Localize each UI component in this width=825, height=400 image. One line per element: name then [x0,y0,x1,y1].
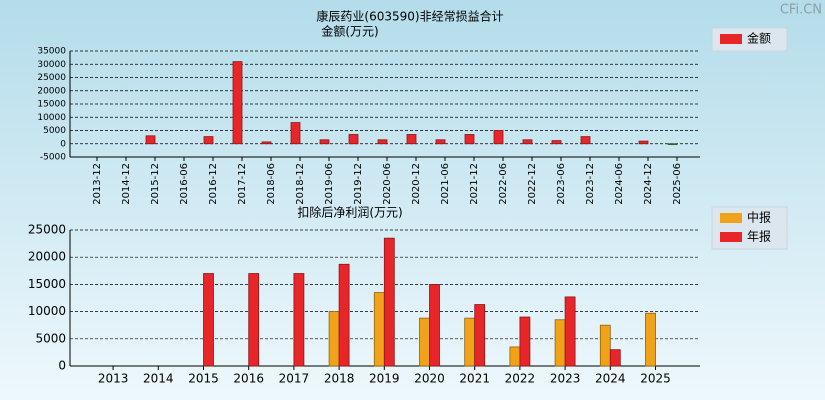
x-tick-label: 2016-12 [208,163,219,205]
y-tick-label: 35000 [37,47,66,57]
bar [509,346,521,367]
bar [435,139,446,145]
bar [406,134,417,145]
x-tick-label: 2015 [188,372,219,386]
chart-title: 扣除后净利润(万元) [297,205,402,220]
legend-swatch [720,232,742,242]
bar [373,292,385,367]
bar [522,139,533,145]
x-tick-label: 2017 [279,372,310,386]
x-tick-label: 2023-12 [585,163,596,205]
bar [232,61,243,145]
legend-swatch [720,213,742,223]
x-tick-label: 2020 [414,372,445,386]
bar [383,237,395,367]
bar [519,316,531,367]
x-tick-label: 2023-06 [556,163,567,205]
bar [667,143,678,145]
y-tick-label: 0 [60,139,66,149]
bar [203,273,214,367]
y-tick-label: 30000 [37,60,66,70]
bar [554,319,566,367]
legend-label: 年报 [747,229,771,244]
bar [319,139,330,145]
x-tick-label: 2020-12 [411,163,422,205]
x-tick-label: 2024-06 [614,163,625,205]
x-tick-label: 2019 [369,372,400,386]
chart-subtitle: 金额(万元) [321,24,378,39]
bar [348,134,359,145]
y-tick-label: 20000 [28,250,66,264]
bar [638,140,649,145]
y-tick-label: 10000 [28,304,66,318]
bar [609,349,621,367]
x-tick-label: 2015-12 [150,163,161,205]
x-tick-label: 2017-12 [237,163,248,205]
x-tick-label: 2021-06 [440,163,451,205]
bar [377,139,388,145]
x-tick-label: 2013 [98,372,129,386]
bar [645,312,656,367]
y-tick-label: 15000 [37,100,66,110]
bar [464,317,476,367]
bar [328,311,340,367]
y-tick-label: 25000 [37,73,66,83]
y-tick-label: 5000 [43,126,66,136]
bar [580,136,591,145]
x-tick-label: 2022 [505,372,536,386]
bar [493,130,504,145]
y-tick-label: 0 [58,359,66,373]
y-tick-label: 15000 [28,277,66,291]
x-tick-label: 2018 [324,372,355,386]
x-tick-label: 2016-06 [179,163,190,205]
bar [429,283,440,367]
legend-label: 金额 [747,31,771,46]
x-tick-label: 2013-12 [92,163,103,205]
bar [564,296,576,367]
bar [464,134,475,145]
x-tick-label: 2020-06 [382,163,393,205]
y-tick-label: 5000 [35,331,66,345]
y-tick-label: 25000 [28,223,66,237]
x-tick-label: 2021-12 [469,163,480,205]
x-tick-label: 2014-12 [121,163,132,205]
legend-swatch [720,34,742,44]
bar [419,317,430,367]
x-tick-label: 2024-12 [643,163,654,205]
y-tick-label: 10000 [37,113,66,123]
x-tick-label: 2014 [143,372,174,386]
y-tick-label: -5000 [40,153,66,163]
bar [203,136,214,145]
chart-title: 康辰药业(603590)非经常损益合计 [316,9,503,24]
x-tick-label: 2022-06 [498,163,509,205]
watermark: CFi.CN [780,3,822,18]
bar [261,141,272,145]
bar [338,263,350,367]
bar [599,324,611,367]
x-tick-label: 2018-12 [295,163,306,205]
legend-label: 中报 [747,210,771,225]
x-tick-label: 2016 [233,372,264,386]
x-tick-label: 2023 [550,372,581,386]
x-tick-label: 2025 [640,372,671,386]
bar [145,135,156,145]
bar [551,140,562,145]
x-tick-label: 2018-06 [266,163,277,205]
legend-box [711,27,788,52]
bar [293,273,305,367]
x-tick-label: 2024 [595,372,626,386]
bar [474,304,486,367]
bar [290,122,301,145]
x-tick-label: 2022-12 [527,163,538,205]
x-tick-label: 2019-06 [324,163,335,205]
x-tick-label: 2025-06 [672,163,683,205]
bar [248,273,260,367]
x-tick-label: 2021 [459,372,490,386]
y-tick-label: 20000 [37,86,66,96]
x-tick-label: 2019-12 [353,163,364,205]
